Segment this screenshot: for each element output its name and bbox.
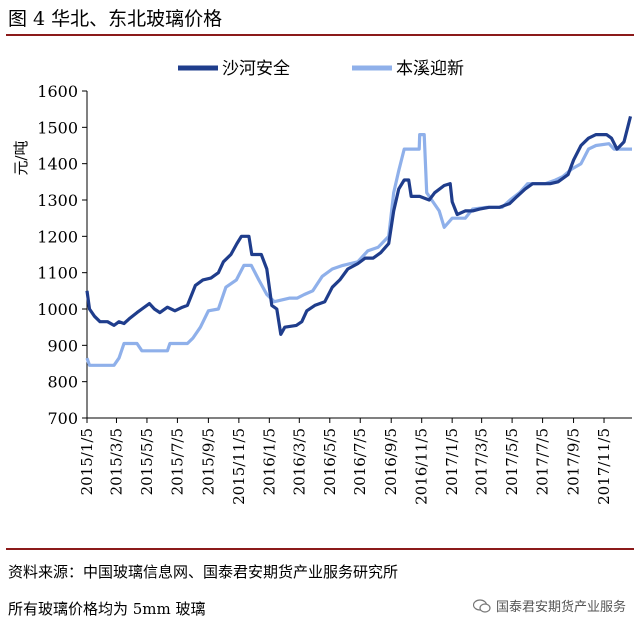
x-tick-label: 2016/3/5 <box>290 428 308 495</box>
watermark: 国泰君安期货产业服务 <box>472 596 626 615</box>
y-tick-label: 700 <box>47 409 78 428</box>
x-tick-label: 2016/1/5 <box>260 428 278 495</box>
x-tick-label: 2015/5/5 <box>138 428 156 495</box>
y-tick-label: 1500 <box>37 118 78 137</box>
x-tick-label: 2017/7/5 <box>534 428 552 495</box>
watermark-text: 国泰君安期货产业服务 <box>495 600 626 615</box>
x-axis: 2015/1/5 2015/3/5 2015/5/5 2015/7/5 2015/9/5… <box>78 417 632 505</box>
y-tick-label: 800 <box>47 373 78 392</box>
x-tick-label: 2017/9/5 <box>565 428 583 495</box>
source-note: 资料来源：中国玻璃信息网、国泰君安期货产业服务研究所 <box>8 563 399 581</box>
spec-note: 所有玻璃价格均为 5mm 玻璃 <box>8 600 206 618</box>
x-tick-label: 2015/7/5 <box>168 428 186 495</box>
series-line-benxi <box>85 132 632 367</box>
x-tick-label: 2015/11/5 <box>230 428 248 505</box>
y-axis: 700 800 900 1000 1100 1200 1300 1400 1500 1600 <box>37 82 88 428</box>
footer-rule <box>6 548 634 550</box>
wechat-icon <box>472 598 491 613</box>
x-tick-label: 2016/5/5 <box>321 428 339 495</box>
x-tick-label: 2017/1/5 <box>443 428 461 495</box>
x-tick-label: 2017/11/5 <box>595 428 613 505</box>
y-axis-label: 元/吨 <box>12 140 30 175</box>
y-tick-label: 1000 <box>37 300 78 319</box>
legend: 沙河安全 本溪迎新 <box>178 59 464 79</box>
series-lines <box>85 116 633 367</box>
title-rule <box>6 34 634 36</box>
x-tick-label: 2015/9/5 <box>199 428 217 495</box>
x-tick-label: 2016/9/5 <box>382 428 400 495</box>
y-tick-label: 1600 <box>37 82 78 101</box>
x-tick-label: 2017/3/5 <box>473 428 491 495</box>
x-tick-label: 2017/5/5 <box>503 428 521 495</box>
legend-label-benxi: 本溪迎新 <box>396 59 464 79</box>
y-tick-label: 1200 <box>37 227 78 246</box>
series-line-shahe <box>85 116 633 336</box>
x-tick-label: 2016/7/5 <box>351 428 369 495</box>
y-tick-label: 900 <box>47 336 78 355</box>
legend-label-shahe: 沙河安全 <box>222 59 290 79</box>
x-tick-label: 2015/3/5 <box>107 428 125 495</box>
x-tick-label: 2015/1/5 <box>78 428 96 495</box>
x-tick-label: 2016/11/5 <box>413 428 431 505</box>
price-line-chart: 沙河安全 本溪迎新 700 800 900 1000 1100 1200 1300 1400 1… <box>12 59 633 505</box>
y-tick-label: 1400 <box>37 155 78 174</box>
y-tick-label: 1300 <box>37 191 78 210</box>
figure-title: 图 4 华北、东北玻璃价格 <box>8 8 223 30</box>
y-tick-label: 1100 <box>37 264 78 283</box>
